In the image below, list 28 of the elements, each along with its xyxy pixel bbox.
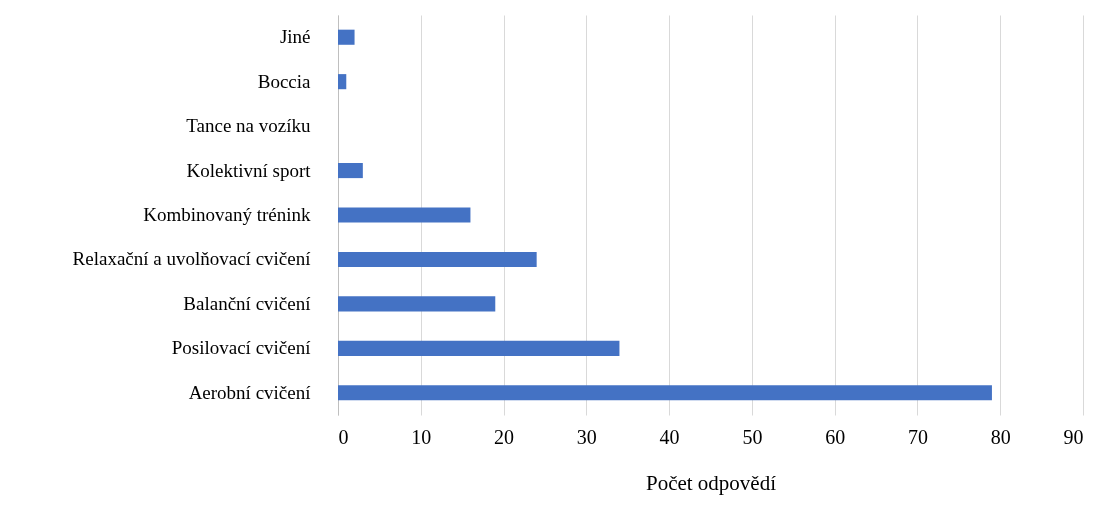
x-tick-label: 30: [576, 425, 597, 448]
bar: [338, 74, 347, 90]
y-tick-label: Kolektivní sport: [186, 159, 312, 181]
bar: [338, 163, 363, 179]
y-tick-label: Aerobní cvičení: [188, 381, 312, 403]
bar: [338, 251, 537, 267]
x-tick-label: 60: [825, 425, 846, 448]
x-tick-label: 80: [990, 425, 1011, 448]
x-tick-label: 50: [742, 425, 763, 448]
y-tick-label: Relaxační a uvolňovací cvičení: [72, 248, 312, 270]
bar: [338, 340, 620, 356]
x-tick-label: 70: [907, 425, 928, 448]
x-tick-label: 40: [659, 425, 680, 448]
x-tick-label: 0: [338, 425, 349, 448]
y-tick-label: Boccia: [257, 70, 312, 92]
x-tick-label: 90: [1063, 425, 1084, 448]
y-tick-label: Tance na vozíku: [186, 115, 311, 137]
y-tick-label: Jiné: [279, 26, 311, 48]
y-tick-label: Posilovací cvičení: [171, 337, 312, 359]
bar: [338, 29, 355, 45]
y-tick-label: Kombinovaný trénink: [143, 204, 311, 225]
x-tick-label: 10: [411, 425, 432, 448]
y-tick-label: Balanční cvičení: [183, 292, 312, 314]
x-tick-label: 20: [494, 425, 515, 448]
bar: [338, 296, 496, 312]
bar: [338, 207, 471, 223]
x-axis-title: Počet odpovědí: [645, 470, 777, 495]
bar: [338, 385, 992, 401]
